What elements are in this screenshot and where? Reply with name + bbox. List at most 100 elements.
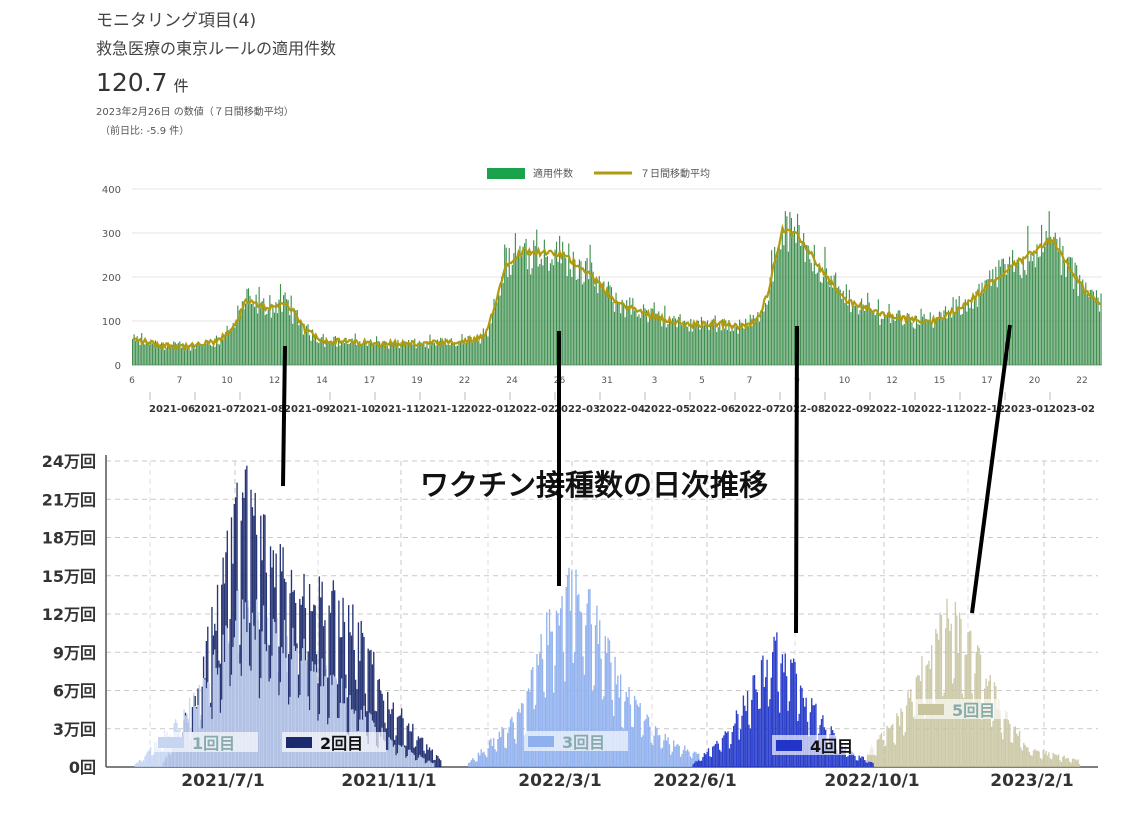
vaccination-bar (692, 764, 694, 767)
vaccination-bar (947, 618, 950, 767)
vaccination-bar (933, 708, 936, 767)
case-bar (165, 347, 167, 365)
vaccination-bar (416, 760, 418, 767)
case-bar (551, 259, 553, 365)
case-bar (153, 342, 155, 365)
vaccination-bar (861, 756, 863, 767)
x-tick-label: 2023/2/1 (990, 771, 1073, 791)
case-bar (859, 309, 861, 365)
vaccination-bar (728, 748, 731, 767)
case-bar (339, 345, 341, 365)
vaccination-bar (692, 752, 694, 767)
vaccination-bar (293, 645, 295, 767)
vaccination-bar (901, 711, 904, 767)
vaccination-bar (802, 697, 805, 767)
case-bar (186, 345, 189, 365)
case-bar (623, 303, 625, 365)
case-bar (530, 274, 532, 365)
case-bar (432, 341, 434, 365)
vaccination-bar (476, 761, 478, 767)
vaccination-bar (1014, 726, 1017, 767)
case-bar (490, 323, 492, 365)
vaccination-bar (695, 752, 697, 767)
vaccination-bar (840, 744, 842, 767)
case-bar (618, 303, 620, 365)
case-bar (1024, 270, 1026, 365)
vaccination-bar (158, 746, 160, 767)
vaccination-bar (289, 696, 291, 767)
case-bar (986, 279, 988, 365)
case-bar (656, 313, 658, 365)
case-bar (1012, 250, 1014, 365)
vaccination-bar (1037, 750, 1039, 767)
case-bar (510, 274, 512, 365)
vaccination-bar (292, 627, 294, 767)
x-day-tick: 24 (506, 376, 518, 386)
vaccination-bar (562, 651, 565, 767)
case-bar (885, 314, 887, 365)
case-bar (540, 258, 542, 365)
vaccination-bar (335, 677, 337, 767)
vaccination-bar (1000, 732, 1003, 767)
vaccination-bar (958, 612, 961, 767)
vaccination-bar (1003, 718, 1005, 767)
vaccination-bar (387, 750, 389, 767)
case-bar (478, 340, 480, 365)
case-bar (708, 329, 710, 365)
case-bar (661, 326, 663, 365)
case-bar (1071, 257, 1073, 365)
vaccination-bar (582, 656, 584, 767)
vaccination-bar (428, 760, 431, 767)
case-bar (714, 315, 716, 365)
case-bar (1005, 274, 1008, 365)
case-bar (174, 342, 176, 365)
case-bar (993, 280, 995, 365)
case-bar (559, 235, 561, 365)
case-bar (437, 339, 439, 365)
case-bar (742, 327, 744, 365)
case-bar (722, 318, 724, 365)
vaccination-bar (989, 674, 991, 767)
vaccination-bar (706, 751, 708, 767)
vaccination-bar (960, 619, 962, 767)
vaccination-bar (646, 714, 648, 767)
case-bar (382, 344, 384, 365)
vaccination-bar (248, 665, 251, 767)
vaccination-bar (303, 638, 305, 767)
vaccination-bar (939, 612, 941, 767)
vaccination-bar (434, 759, 436, 767)
vaccination-bar (882, 740, 884, 767)
case-bar (1060, 274, 1062, 365)
vaccination-bar (162, 750, 164, 767)
vaccination-bar (137, 762, 139, 767)
vaccination-bar (742, 695, 745, 767)
vaccination-bar (636, 704, 639, 767)
vaccination-bar (1064, 758, 1067, 767)
case-bar (139, 344, 141, 365)
case-bar (456, 345, 458, 365)
case-bar (539, 263, 541, 365)
case-bar (321, 337, 323, 365)
vaccination-bar (402, 718, 404, 767)
vaccination-bar (850, 750, 852, 767)
case-bar (613, 311, 616, 365)
case-bar (376, 336, 378, 365)
case-bar (421, 344, 423, 365)
case-bar (737, 333, 739, 365)
vaccination-bar (858, 755, 860, 767)
case-bar (476, 336, 478, 365)
vaccination-bar (893, 742, 895, 767)
vaccination-bar (548, 609, 551, 767)
case-bar (450, 338, 452, 365)
vaccination-bar (414, 760, 417, 767)
vaccination-bar (214, 649, 216, 767)
vaccination-bar (395, 735, 397, 767)
vaccination-bar (915, 677, 918, 767)
case-bar (1053, 236, 1055, 365)
case-bar (568, 243, 570, 365)
vaccination-bar (872, 763, 874, 767)
case-bar (180, 347, 182, 365)
case-bar (992, 269, 994, 365)
vaccination-bar (491, 746, 493, 767)
case-bar (1008, 256, 1011, 365)
